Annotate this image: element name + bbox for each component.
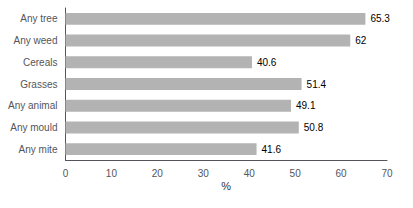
svg-text:0: 0	[63, 168, 69, 179]
svg-text:40.6: 40.6	[257, 57, 277, 68]
svg-text:30: 30	[198, 168, 210, 179]
svg-text:10: 10	[106, 168, 118, 179]
svg-text:70: 70	[381, 168, 393, 179]
svg-text:20: 20	[152, 168, 164, 179]
svg-text:%: %	[221, 180, 231, 192]
svg-text:Any animal: Any animal	[8, 100, 57, 111]
svg-text:60: 60	[336, 168, 348, 179]
svg-text:50: 50	[290, 168, 302, 179]
svg-text:49.1: 49.1	[296, 100, 316, 111]
svg-text:65.3: 65.3	[370, 13, 390, 24]
svg-text:Cereals: Cereals	[23, 57, 57, 68]
svg-text:40: 40	[244, 168, 256, 179]
svg-text:Grasses: Grasses	[20, 79, 57, 90]
svg-text:Any tree: Any tree	[20, 13, 58, 24]
svg-text:62: 62	[355, 35, 367, 46]
svg-text:Any mould: Any mould	[10, 122, 57, 133]
svg-text:50.8: 50.8	[304, 122, 324, 133]
svg-text:Any weed: Any weed	[14, 35, 58, 46]
svg-text:41.6: 41.6	[262, 144, 282, 155]
svg-text:Any mite: Any mite	[19, 144, 58, 155]
svg-text:51.4: 51.4	[307, 79, 327, 90]
